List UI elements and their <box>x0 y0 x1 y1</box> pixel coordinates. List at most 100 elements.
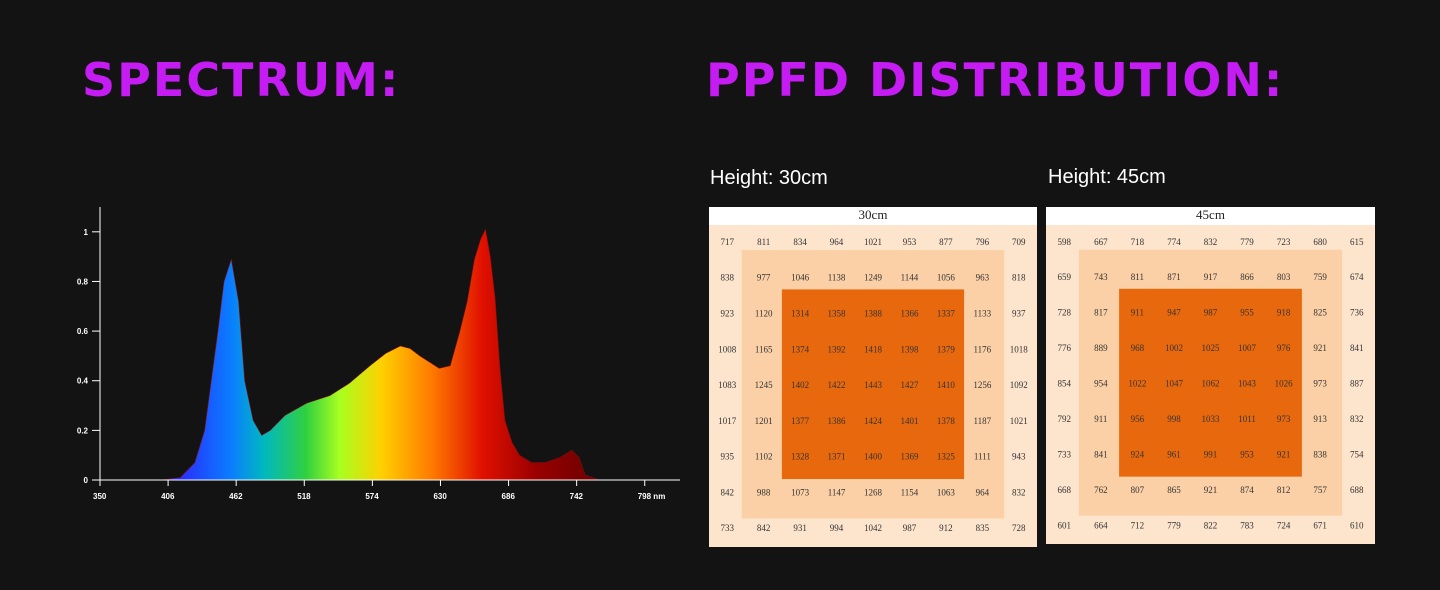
cell-value: 1401 <box>900 416 918 426</box>
cell-value: 964 <box>976 487 990 497</box>
heading: PPFD DISTRIBUTION: <box>706 53 1284 107</box>
cell-value: 1025 <box>1202 343 1221 353</box>
cell-value: 1325 <box>937 452 956 462</box>
cell-value: 832 <box>1350 414 1364 424</box>
cell-value: 762 <box>1094 485 1108 495</box>
cell-value: 811 <box>1131 272 1144 282</box>
cell-value: 991 <box>1204 449 1218 459</box>
cell-value: 1328 <box>791 452 810 462</box>
zone <box>781 289 965 480</box>
cell-value: 1187 <box>973 416 991 426</box>
cell-value: 887 <box>1350 379 1364 389</box>
y-tick-label: 0.4 <box>77 377 89 386</box>
cell-value: 1369 <box>900 452 919 462</box>
cell-value: 841 <box>1094 449 1108 459</box>
cell-value: 1021 <box>1010 416 1028 426</box>
cell-value: 1377 <box>791 416 810 426</box>
cell-value: 825 <box>1313 308 1327 318</box>
cell-value: 1400 <box>864 452 883 462</box>
cell-value: 874 <box>1240 485 1254 495</box>
cell-value: 807 <box>1131 485 1145 495</box>
cell-value: 1017 <box>718 416 737 426</box>
cell-value: 1176 <box>973 344 991 354</box>
cell-value: 1063 <box>937 487 956 497</box>
cell-value: 1268 <box>864 487 883 497</box>
cell-value: 832 <box>1012 487 1026 497</box>
x-tick-label: 686 <box>502 492 516 501</box>
x-tick-label: 462 <box>229 492 243 501</box>
cell-value: 674 <box>1350 272 1364 282</box>
cell-value: 792 <box>1058 414 1072 424</box>
cell-value: 1056 <box>937 273 956 283</box>
cell-value: 1249 <box>864 273 883 283</box>
cell-value: 712 <box>1131 520 1145 530</box>
cell-value: 688 <box>1350 485 1364 495</box>
cell-value: 1026 <box>1275 379 1294 389</box>
cell-value: 931 <box>793 523 807 533</box>
y-tick-label: 0.8 <box>77 277 89 286</box>
cell-value: 1374 <box>791 344 810 354</box>
cell-value: 994 <box>830 523 844 533</box>
table-title: Height: 30cm <box>710 167 828 189</box>
cell-value: 1120 <box>755 309 773 319</box>
cell-value: 968 <box>1131 343 1145 353</box>
cell-value: 1002 <box>1165 343 1183 353</box>
cell-value: 977 <box>757 273 771 283</box>
cell-value: 1392 <box>828 344 846 354</box>
cell-value: 877 <box>939 237 953 247</box>
table-caption: 45cm <box>1196 207 1225 222</box>
cell-value: 818 <box>1012 273 1026 283</box>
cell-value: 1047 <box>1165 379 1184 389</box>
cell-value: 1443 <box>864 380 883 390</box>
cell-value: 953 <box>903 237 917 247</box>
cell-value: 976 <box>1277 343 1291 353</box>
cell-value: 610 <box>1350 520 1364 530</box>
cell-value: 615 <box>1350 237 1364 247</box>
cell-value: 973 <box>1313 379 1327 389</box>
cell-value: 754 <box>1350 449 1364 459</box>
spectrum-chart: 0 0.2 0.4 0.6 0.8 1 350 406 462 518 574 630 686 742 79… <box>77 207 680 501</box>
table-caption: 30cm <box>859 207 888 222</box>
cell-value: 671 <box>1313 520 1327 530</box>
cell-value: 921 <box>1313 343 1327 353</box>
cell-value: 1154 <box>901 487 919 497</box>
cell-value: 918 <box>1277 308 1291 318</box>
cell-value: 987 <box>1204 308 1218 318</box>
cell-value: 1386 <box>828 416 847 426</box>
cell-value: 841 <box>1350 343 1364 353</box>
cell-value: 796 <box>976 237 990 247</box>
cell-value: 1092 <box>1010 380 1028 390</box>
cell-value: 1007 <box>1238 343 1257 353</box>
cell-value: 835 <box>976 523 990 533</box>
cell-value: 1388 <box>864 309 883 319</box>
cell-value: 598 <box>1058 237 1072 247</box>
cell-value: 1042 <box>864 523 882 533</box>
cell-value: 954 <box>1094 379 1108 389</box>
y-tick-label: 1 <box>84 228 89 237</box>
cell-value: 935 <box>720 452 734 462</box>
cell-value: 723 <box>1277 237 1291 247</box>
cell-value: 987 <box>903 523 917 533</box>
cell-value: 1314 <box>791 309 810 319</box>
cell-value: 743 <box>1094 272 1108 282</box>
cell-value: 1256 <box>973 380 992 390</box>
cell-value: 779 <box>1167 520 1181 530</box>
cell-value: 776 <box>1058 343 1072 353</box>
heading: SPECTRUM: <box>82 53 400 107</box>
cell-value: 1337 <box>937 309 956 319</box>
x-tick-label: 574 <box>365 492 379 501</box>
cell-value: 757 <box>1313 485 1327 495</box>
cell-value: 1011 <box>1238 414 1256 424</box>
cell-value: 811 <box>757 237 770 247</box>
cell-value: 1022 <box>1128 379 1146 389</box>
cell-value: 709 <box>1012 237 1026 247</box>
cell-value: 1138 <box>828 273 846 283</box>
cell-value: 947 <box>1167 308 1181 318</box>
cell-value: 842 <box>757 523 771 533</box>
y-tick-label: 0.2 <box>77 426 89 435</box>
cell-value: 963 <box>976 273 990 283</box>
cell-value: 998 <box>1167 414 1181 424</box>
cell-value: 1201 <box>755 416 773 426</box>
cell-value: 817 <box>1094 308 1108 318</box>
cell-value: 822 <box>1204 520 1218 530</box>
